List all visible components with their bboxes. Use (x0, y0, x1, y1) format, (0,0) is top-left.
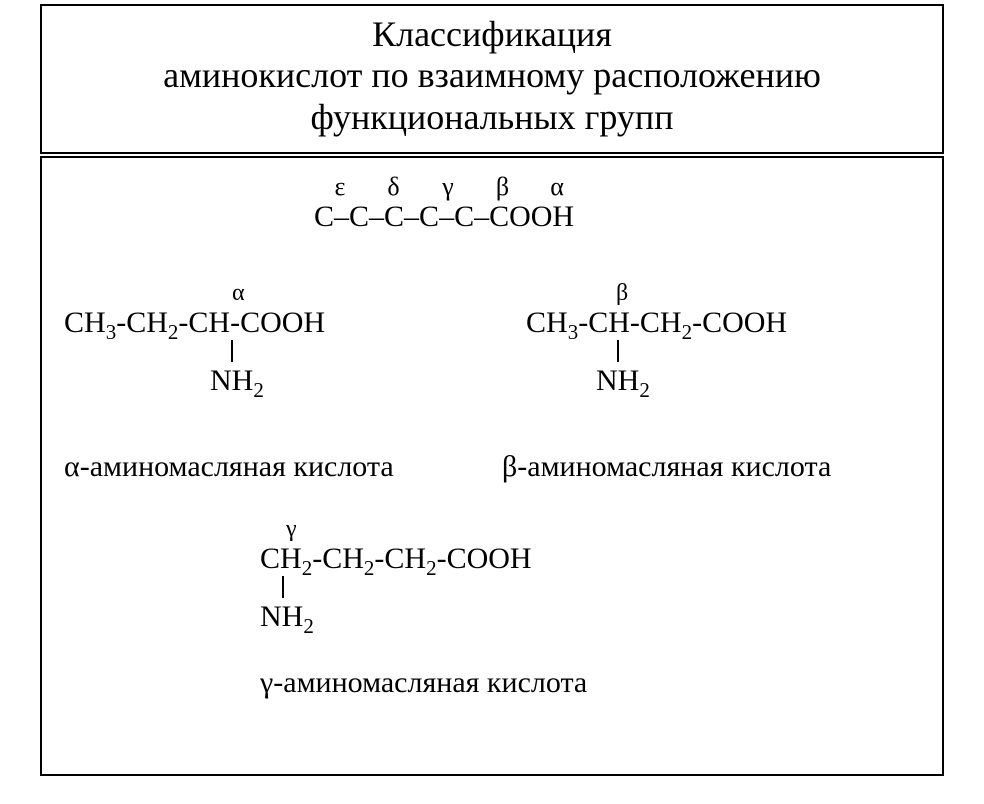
gamma-position-label: γ (286, 516, 297, 543)
title-line-3: функциональных групп (62, 97, 922, 138)
carbon-alpha: C (454, 200, 474, 233)
alpha-formula-main: CH3-CH2-CH-COOH (64, 306, 325, 340)
carbon-chain-formula: C–C–C–C–C–COOH (314, 200, 574, 234)
gamma-label: γ (424, 172, 472, 202)
alpha-position-label: α (232, 280, 245, 307)
beta-bond-line (617, 340, 619, 362)
epsilon-label: ε (317, 172, 363, 202)
carbon-greek-labels: ε δ γ β α (317, 172, 581, 202)
gamma-acid-name: γ-аминомасляная кислота (260, 666, 587, 700)
beta-label: β (479, 172, 527, 202)
alpha-bond-line (231, 340, 233, 362)
carbon-gamma: C (384, 200, 404, 233)
beta-nh2: NH2 (596, 364, 650, 398)
delta-label: δ (370, 172, 418, 202)
carbon-epsilon: C (314, 200, 334, 233)
carbon-delta: C (349, 200, 369, 233)
gamma-formula-main: CH2-CH2-CH2-COOH (260, 542, 532, 576)
alpha-label: α (533, 172, 581, 202)
alpha-acid-name: α-аминомасляная кислота (64, 450, 394, 484)
content-box: ε δ γ β α C–C–C–C–C–COOH α CH3-CH2-CH-CO… (40, 156, 944, 776)
title-line-2: аминокислот по взаимному расположению (62, 55, 922, 96)
page: Классификация аминокислот по взаимному р… (0, 4, 984, 804)
carbon-beta: C (419, 200, 439, 233)
gamma-nh2: NH2 (260, 600, 314, 634)
carboxyl-group: COOH (489, 200, 574, 233)
beta-position-label: β (616, 280, 628, 307)
title-line-1: Классификация (62, 14, 922, 55)
gamma-bond-line (282, 576, 284, 598)
alpha-nh2: NH2 (210, 364, 264, 398)
beta-formula-main: CH3-CH-CH2-COOH (526, 306, 787, 340)
beta-acid-name: β-аминомасляная кислота (502, 450, 831, 484)
title-box: Классификация аминокислот по взаимному р… (40, 4, 944, 154)
